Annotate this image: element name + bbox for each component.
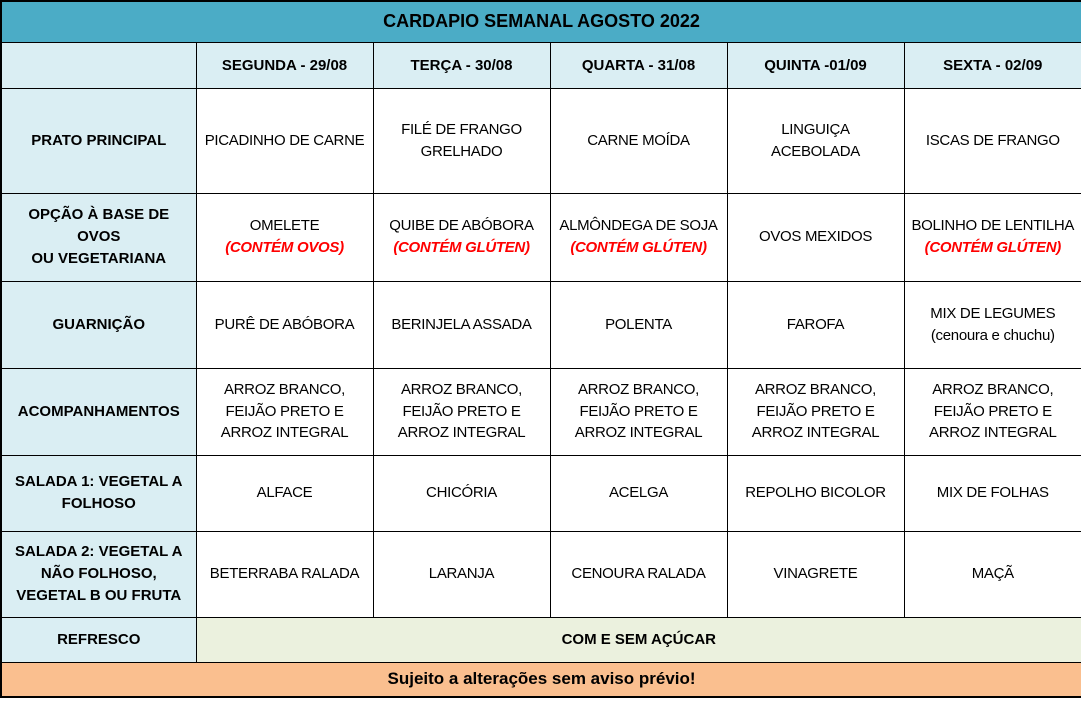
cell-text: ARROZ BRANCO, FEIJÃO PRETO E ARROZ INTEG… <box>751 380 880 442</box>
menu-cell: BERINJELA ASSADA <box>372 280 551 369</box>
row-opcao-ovos-vegetariana: OPÇÃO À BASE DE OVOS OU VEGETARIANA OMEL… <box>0 192 1081 282</box>
menu-cell: MIX DE FOLHAS <box>903 454 1081 532</box>
cell-text: ARROZ BRANCO, FEIJÃO PRETO E ARROZ INTEG… <box>220 380 349 442</box>
day-header-row: SEGUNDA - 29/08 TERÇA - 30/08 QUARTA - 3… <box>0 41 1081 89</box>
menu-cell: REPOLHO BICOLOR <box>726 454 905 532</box>
cell-text: OVOS MEXIDOS <box>758 228 873 246</box>
menu-cell: OMELETE (CONTÉM OVOS) <box>195 192 374 282</box>
menu-cell: LARANJA <box>372 530 551 618</box>
day-header-quarta: QUARTA - 31/08 <box>549 41 728 89</box>
day-header-terca: TERÇA - 30/08 <box>372 41 551 89</box>
menu-cell: ALMÔNDEGA DE SOJA (CONTÉM GLÚTEN) <box>549 192 728 282</box>
menu-cell: CHICÓRIA <box>372 454 551 532</box>
menu-cell: ARROZ BRANCO, FEIJÃO PRETO E ARROZ INTEG… <box>372 367 551 456</box>
menu-cell: ISCAS DE FRANGO <box>903 87 1081 194</box>
cell-text: QUIBE DE ABÓBORA <box>389 217 534 235</box>
page-title: CARDAPIO SEMANAL AGOSTO 2022 <box>0 0 1081 43</box>
row-label-acompanhamentos: ACOMPANHAMENTOS <box>0 367 197 456</box>
cell-text: ISCAS DE FRANGO <box>925 131 1060 149</box>
day-header-quinta: QUINTA -01/09 <box>726 41 905 89</box>
cell-text: FILÉ DE FRANGO GRELHADO <box>401 120 522 160</box>
allergen-note: (CONTÉM GLÚTEN) <box>924 239 1062 256</box>
row-prato-principal: PRATO PRINCIPAL PICADINHO DE CARNE FILÉ … <box>0 87 1081 194</box>
row-label-salada-1: SALADA 1: VEGETAL A FOLHOSO <box>0 454 197 532</box>
row-label-guarnicao: GUARNIÇÃO <box>0 280 197 369</box>
cell-text: LINGUIÇA ACEBOLADA <box>771 120 860 160</box>
menu-cell: ACELGA <box>549 454 728 532</box>
cell-text: ALMÔNDEGA DE SOJA <box>559 217 718 235</box>
menu-cell: ARROZ BRANCO, FEIJÃO PRETO E ARROZ INTEG… <box>549 367 728 456</box>
cell-text: MIX DE FOLHAS <box>936 484 1049 502</box>
cell-text: MAÇÃ <box>971 565 1014 583</box>
menu-cell: CENOURA RALADA <box>549 530 728 618</box>
menu-cell: POLENTA <box>549 280 728 369</box>
row-guarnicao: GUARNIÇÃO PURÊ DE ABÓBORA BERINJELA ASSA… <box>0 280 1081 369</box>
cell-text: ACELGA <box>608 484 669 502</box>
cell-text: VINAGRETE <box>773 565 858 583</box>
allergen-note: (CONTÉM GLÚTEN) <box>393 239 530 256</box>
menu-cell: ALFACE <box>195 454 374 532</box>
cell-text: ARROZ BRANCO, FEIJÃO PRETO E ARROZ INTEG… <box>929 380 1057 442</box>
cell-text: OMELETE <box>249 217 320 235</box>
cell-text: ARROZ BRANCO, FEIJÃO PRETO E ARROZ INTEG… <box>397 380 526 442</box>
allergen-note: (CONTÉM OVOS) <box>225 239 344 256</box>
menu-cell: FILÉ DE FRANGO GRELHADO <box>372 87 551 194</box>
menu-cell: VINAGRETE <box>726 530 905 618</box>
cell-text: POLENTA <box>605 315 672 333</box>
cell-text: BERINJELA ASSADA <box>391 315 532 333</box>
row-acompanhamentos: ACOMPANHAMENTOS ARROZ BRANCO, FEIJÃO PRE… <box>0 367 1081 456</box>
menu-cell: BOLINHO DE LENTILHA (CONTÉM GLÚTEN) <box>903 192 1081 282</box>
menu-cell: PURÊ DE ABÓBORA <box>195 280 374 369</box>
menu-cell: LINGUIÇA ACEBOLADA <box>726 87 905 194</box>
title-row: CARDAPIO SEMANAL AGOSTO 2022 <box>0 0 1081 43</box>
corner-cell <box>0 41 197 89</box>
refresco-value-cell: COM E SEM AÇÚCAR <box>195 616 1081 663</box>
menu-cell: FAROFA <box>726 280 905 369</box>
row-label-refresco: REFRESCO <box>0 616 197 663</box>
cell-text: ALFACE <box>256 484 313 502</box>
menu-cell: QUIBE DE ABÓBORA (CONTÉM GLÚTEN) <box>372 192 551 282</box>
menu-cell: ARROZ BRANCO, FEIJÃO PRETO E ARROZ INTEG… <box>195 367 374 456</box>
cell-text: PURÊ DE ABÓBORA <box>214 315 355 333</box>
day-header-sexta: SEXTA - 02/09 <box>903 41 1081 89</box>
menu-cell: PICADINHO DE CARNE <box>195 87 374 194</box>
menu-cell: ARROZ BRANCO, FEIJÃO PRETO E ARROZ INTEG… <box>903 367 1081 456</box>
row-refresco: REFRESCO COM E SEM AÇÚCAR <box>0 616 1081 663</box>
cell-text: MIX DE LEGUMES (cenoura e chuchu) <box>930 304 1056 344</box>
menu-cell: BETERRABA RALADA <box>195 530 374 618</box>
cell-text: FAROFA <box>786 315 845 333</box>
cell-text: ARROZ BRANCO, FEIJÃO PRETO E ARROZ INTEG… <box>574 380 703 442</box>
cell-text: CHICÓRIA <box>426 484 497 502</box>
cell-text: LARANJA <box>428 565 495 583</box>
row-label-salada-2: SALADA 2: VEGETAL A NÃO FOLHOSO, VEGETAL… <box>0 530 197 618</box>
footer-row: Sujeito a alterações sem aviso prévio! <box>0 661 1081 698</box>
allergen-note: (CONTÉM GLÚTEN) <box>570 239 707 256</box>
cell-text: BOLINHO DE LENTILHA <box>911 217 1075 235</box>
cell-text: CARNE MOÍDA <box>587 131 690 149</box>
menu-cell: CARNE MOÍDA <box>549 87 728 194</box>
disclaimer-text: Sujeito a alterações sem aviso prévio! <box>0 661 1081 698</box>
menu-cell: ARROZ BRANCO, FEIJÃO PRETO E ARROZ INTEG… <box>726 367 905 456</box>
row-label-prato-principal: PRATO PRINCIPAL <box>0 87 197 194</box>
cell-text: REPOLHO BICOLOR <box>745 484 886 502</box>
cell-text: CENOURA RALADA <box>571 565 706 583</box>
row-salada-2: SALADA 2: VEGETAL A NÃO FOLHOSO, VEGETAL… <box>0 530 1081 618</box>
row-label-opcao-ovos-vegetariana: OPÇÃO À BASE DE OVOS OU VEGETARIANA <box>0 192 197 282</box>
cell-text: BETERRABA RALADA <box>209 565 360 583</box>
day-header-segunda: SEGUNDA - 29/08 <box>195 41 374 89</box>
menu-cell: MIX DE LEGUMES (cenoura e chuchu) <box>903 280 1081 369</box>
menu-cell: MAÇÃ <box>903 530 1081 618</box>
cell-text: PICADINHO DE CARNE <box>204 131 365 149</box>
row-salada-1: SALADA 1: VEGETAL A FOLHOSO ALFACE CHICÓ… <box>0 454 1081 532</box>
menu-cell: OVOS MEXIDOS <box>726 192 905 282</box>
